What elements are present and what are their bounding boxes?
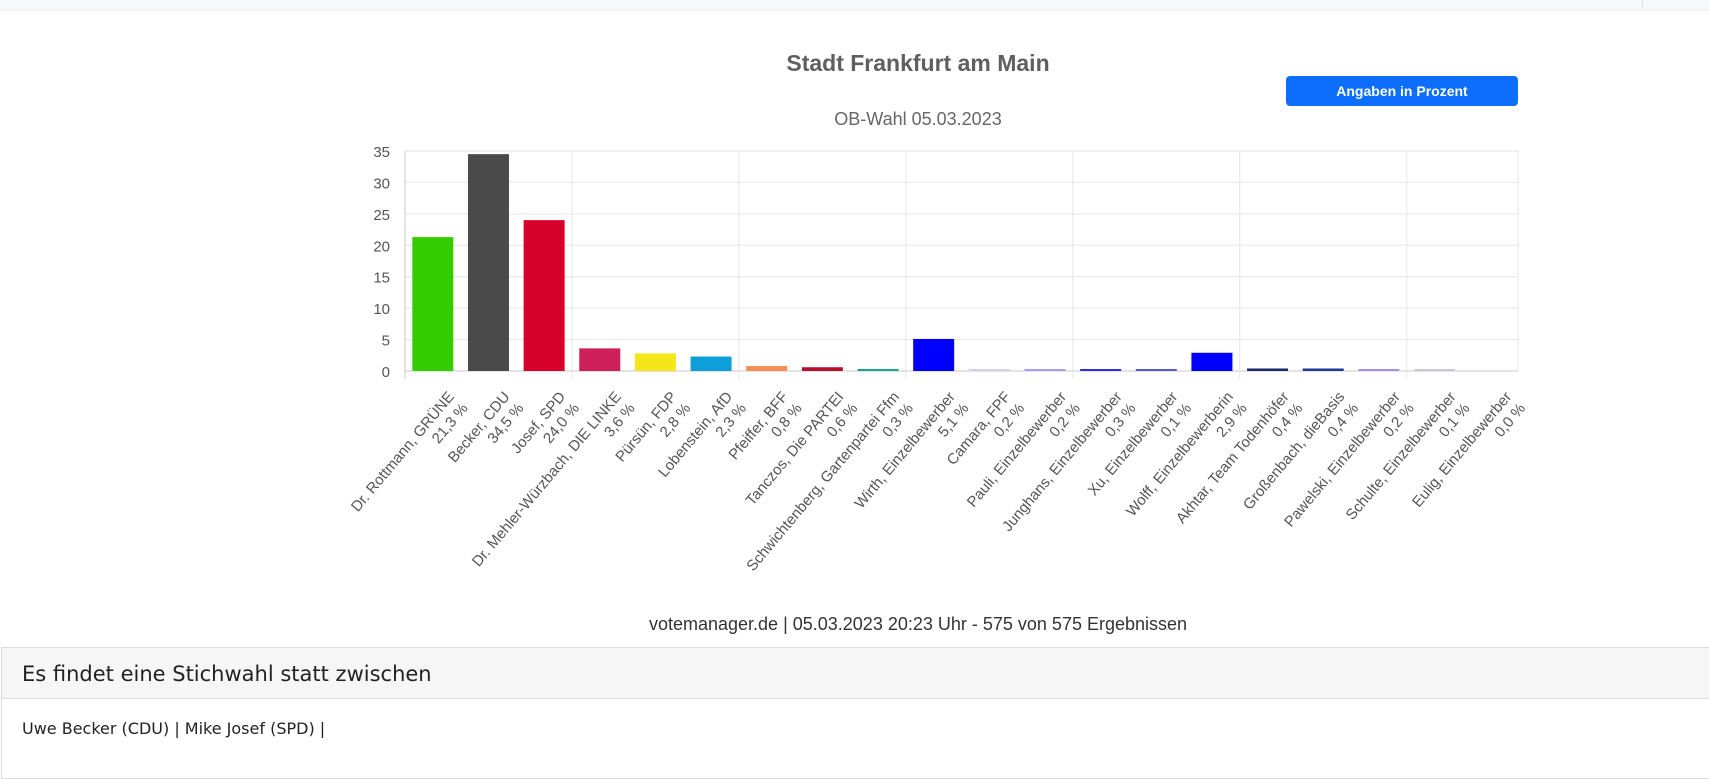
y-tick-label: 0 — [382, 364, 390, 381]
source-line: votemanager.de | 05.03.2023 20:23 Uhr - … — [648, 614, 1188, 634]
bar — [690, 356, 732, 371]
bar — [913, 338, 955, 371]
y-tick-label: 5 — [382, 333, 390, 350]
bar — [1247, 368, 1289, 371]
bar — [801, 367, 843, 371]
top-strip-divider — [1642, 0, 1643, 8]
bar — [1191, 352, 1233, 371]
runoff-card: Es findet eine Stichwahl statt zwischen … — [1, 647, 1709, 779]
bar — [1358, 369, 1400, 371]
bar — [1302, 368, 1344, 371]
bar — [579, 348, 621, 371]
bar — [1135, 369, 1177, 371]
bar — [412, 237, 454, 371]
bar — [467, 154, 509, 371]
runoff-candidates: Uwe Becker (CDU) | Mike Josef (SPD) | — [22, 719, 326, 738]
bar — [1414, 369, 1456, 371]
bar — [746, 365, 788, 371]
top-strip — [0, 0, 1709, 11]
y-tick-label: 25 — [373, 207, 390, 224]
bar — [1080, 369, 1122, 371]
y-tick-label: 10 — [373, 301, 390, 318]
y-tick-label: 35 — [373, 144, 390, 161]
y-tick-label: 20 — [373, 238, 390, 255]
y-tick-label: 15 — [373, 270, 390, 287]
bar — [634, 353, 676, 371]
bar — [523, 220, 565, 371]
runoff-title: Es findet eine Stichwahl statt zwischen — [2, 648, 1709, 699]
bar — [1024, 369, 1066, 371]
bar — [857, 369, 899, 371]
category-name: Dr. Rottmann, GRÜNE — [347, 388, 458, 515]
chart-title: Stadt Frankfurt am Main — [786, 50, 1050, 76]
bar — [968, 369, 1010, 371]
chart-subtitle: OB-Wahl 05.03.2023 — [834, 109, 1002, 129]
percent-unit-button[interactable]: Angaben in Prozent — [1286, 76, 1518, 106]
y-tick-label: 30 — [373, 175, 390, 192]
